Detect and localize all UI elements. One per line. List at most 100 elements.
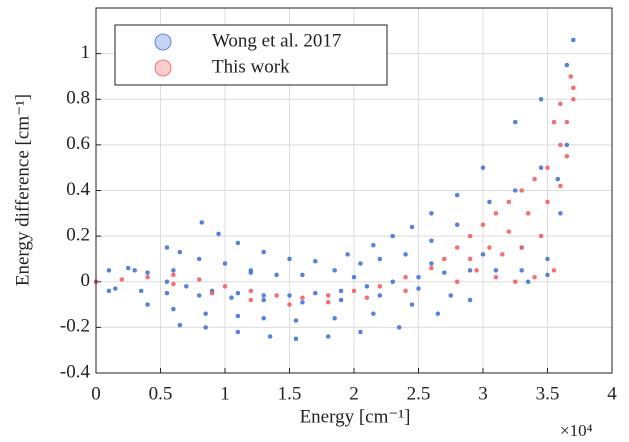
x-tick-label: 0 [91, 383, 101, 404]
point [364, 295, 370, 300]
point [448, 293, 453, 298]
legend-marker [154, 33, 172, 51]
point [332, 268, 337, 273]
point [113, 286, 118, 291]
point [261, 249, 266, 255]
point [164, 245, 170, 250]
point [325, 300, 331, 305]
point [538, 233, 544, 239]
point [171, 272, 176, 278]
point [377, 293, 383, 298]
point [564, 154, 570, 159]
point [287, 293, 292, 298]
point [196, 256, 202, 262]
legend-label: Wong et al. 2017 [212, 30, 341, 51]
legend-box [114, 24, 388, 86]
point [126, 265, 131, 271]
point [532, 274, 537, 280]
point [551, 268, 557, 273]
point [429, 265, 434, 271]
point [267, 334, 273, 339]
point [364, 284, 370, 289]
y-tick-label: 0 [81, 270, 91, 291]
point [248, 270, 254, 275]
point [571, 97, 576, 102]
point [164, 279, 170, 284]
point [325, 334, 331, 339]
point [435, 311, 441, 316]
point [545, 272, 550, 278]
point [287, 256, 292, 262]
point [196, 277, 202, 282]
point [203, 311, 208, 316]
x-tick-label: 3.5 [536, 383, 560, 404]
point [429, 261, 434, 266]
point [416, 274, 421, 280]
point [506, 199, 512, 205]
point [177, 322, 183, 328]
point [358, 329, 363, 335]
point [429, 211, 434, 216]
point [119, 277, 125, 282]
point [390, 233, 395, 239]
y-tick-label: -0.4 [60, 361, 91, 382]
point [513, 119, 518, 125]
point [261, 316, 266, 321]
point [106, 288, 112, 294]
point [545, 199, 550, 205]
point [209, 290, 215, 296]
point [568, 74, 573, 79]
point [564, 142, 570, 148]
point [519, 245, 524, 250]
point [184, 284, 189, 289]
point [454, 192, 460, 198]
point [351, 274, 357, 280]
point [138, 288, 144, 294]
point [332, 316, 337, 321]
point [555, 176, 561, 182]
point [506, 229, 512, 234]
point [261, 297, 266, 303]
point [513, 188, 518, 193]
point [145, 270, 150, 275]
point [203, 325, 208, 330]
point [199, 220, 205, 225]
point [519, 268, 524, 273]
point [564, 119, 570, 125]
point [558, 142, 563, 148]
point [564, 62, 570, 68]
point [519, 188, 524, 193]
point [454, 279, 460, 284]
x-tick-label: 1 [220, 383, 230, 404]
point [177, 249, 183, 255]
point [235, 313, 241, 319]
point [493, 268, 499, 273]
x-tick-label: 3 [478, 383, 488, 404]
point [571, 37, 576, 43]
point [513, 279, 518, 284]
point [454, 222, 460, 227]
point [467, 268, 473, 273]
point [293, 336, 299, 342]
point [493, 274, 499, 280]
point [442, 270, 447, 275]
point [377, 284, 383, 289]
y-tick-label: 0.2 [66, 224, 90, 245]
point [538, 97, 544, 102]
point [345, 252, 350, 257]
point [106, 268, 112, 273]
legend-label: This work [212, 56, 290, 77]
point [338, 288, 344, 294]
point [171, 306, 176, 312]
x-tick-label: 1.5 [278, 383, 302, 404]
point [525, 211, 531, 216]
point [132, 268, 137, 273]
point [558, 183, 563, 189]
point [358, 261, 363, 266]
point [409, 302, 415, 307]
point [287, 302, 292, 307]
point [313, 290, 318, 296]
point [371, 243, 376, 248]
point [229, 295, 234, 300]
